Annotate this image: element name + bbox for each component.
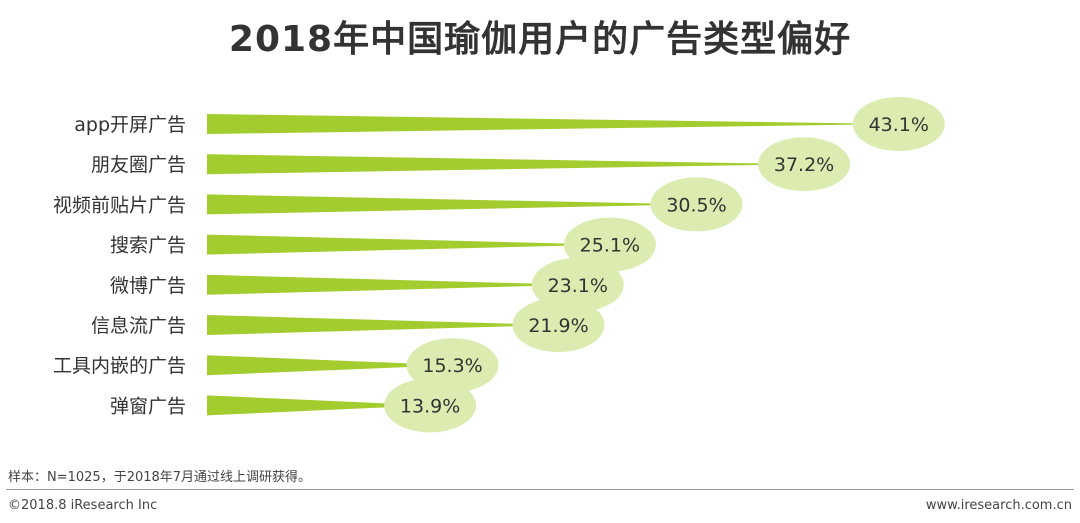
value-label: 37.2% <box>774 154 834 176</box>
category-label: 朋友圈广告 <box>91 154 186 176</box>
category-label: 微博广告 <box>110 275 186 297</box>
bar <box>207 395 431 416</box>
bar <box>207 154 805 175</box>
value-label: 23.1% <box>548 275 608 297</box>
bar <box>207 355 453 376</box>
category-label: 弹窗广告 <box>110 395 186 417</box>
bar <box>207 315 559 335</box>
value-label: 21.9% <box>528 315 588 337</box>
copyright-text: ©2018.8 iResearch Inc <box>8 498 158 513</box>
sample-note: 样本：N=1025，于2018年7月通过线上调研获得。 <box>8 470 312 485</box>
value-bubble <box>650 177 743 232</box>
value-bubble <box>852 97 945 151</box>
value-label: 30.5% <box>666 194 726 216</box>
value-bubble <box>512 298 605 352</box>
category-label: 视频前贴片广告 <box>53 194 186 216</box>
footer-divider <box>6 489 1074 490</box>
category-label: 工具内嵌的广告 <box>53 355 186 377</box>
bar <box>207 194 697 215</box>
bar <box>207 234 610 255</box>
category-label: 信息流广告 <box>91 315 186 337</box>
bar-chart: app开屏广告 43.1% 朋友圈广告 37.2% 视频前贴片广告 30.5% 搜索广告 25… <box>53 97 945 433</box>
chart-title: 2018年中国瑜伽用户的广告类型偏好 <box>228 19 852 60</box>
value-label: 15.3% <box>422 355 482 377</box>
value-label: 43.1% <box>869 114 929 136</box>
value-label: 25.1% <box>580 235 640 257</box>
value-bubble <box>563 217 656 272</box>
category-label: 搜索广告 <box>110 235 186 257</box>
bar <box>207 274 578 295</box>
value-bubble <box>384 378 477 433</box>
bar <box>207 114 899 134</box>
website-text: www.iresearch.com.cn <box>925 498 1072 513</box>
value-label: 13.9% <box>400 395 460 417</box>
category-label: app开屏广告 <box>74 114 186 136</box>
value-bubble <box>758 137 851 192</box>
